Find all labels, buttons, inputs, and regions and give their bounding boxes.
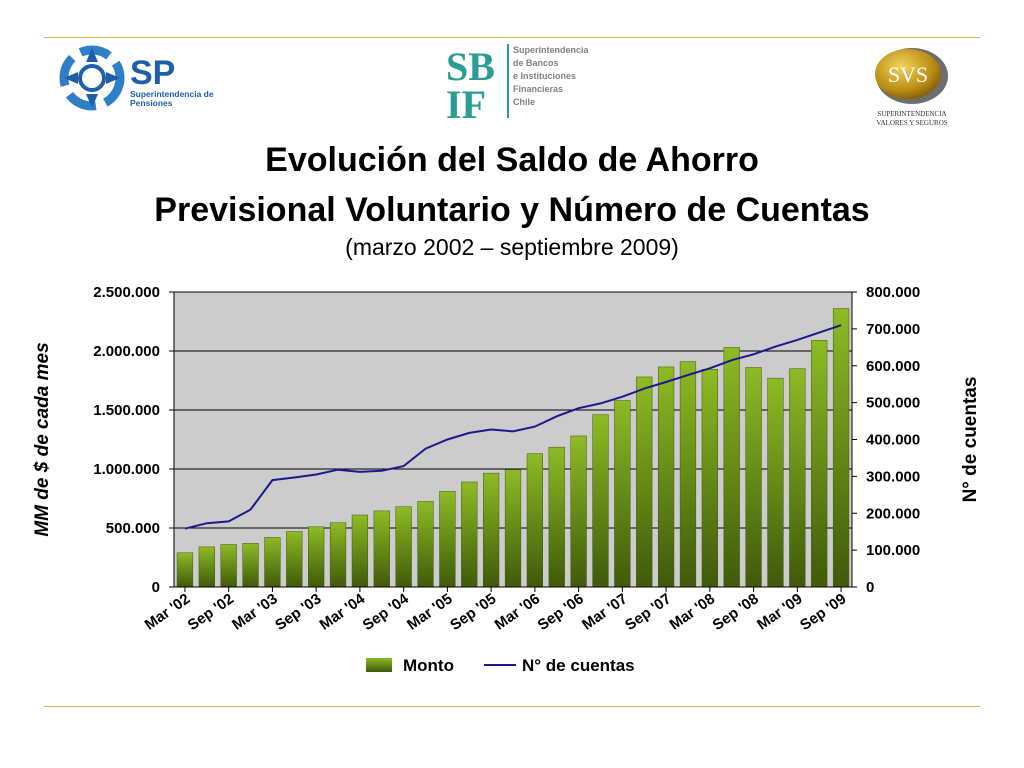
bar xyxy=(264,537,281,588)
x-tick-label: Sep '08 xyxy=(710,590,762,634)
sbif-logo-line: Superintendencia xyxy=(513,45,590,55)
x-tick-label: Mar '02 xyxy=(142,590,194,633)
x-tick-label: Mar '05 xyxy=(404,590,456,633)
bar xyxy=(745,367,762,588)
y-axis-title: MM de $ de cada mes xyxy=(32,342,53,536)
y2-tick-label: 100.000 xyxy=(866,542,920,559)
bar xyxy=(483,472,500,588)
bar xyxy=(679,361,697,588)
y-tick-label: 2.500.000 xyxy=(93,284,160,301)
y-tick-label: 500.000 xyxy=(106,520,160,537)
x-tick-label: Mar '06 xyxy=(492,590,544,633)
bar xyxy=(526,453,543,588)
svs-logo-abbr: SVS xyxy=(888,62,928,87)
bar xyxy=(373,510,390,588)
bar xyxy=(657,366,675,588)
top-divider xyxy=(44,37,980,38)
bar xyxy=(570,435,587,588)
x-tick-label: Mar '03 xyxy=(229,590,281,633)
svs-logo: SVS SUPERINTENDENCIA VALORES Y SEGUROS xyxy=(875,48,948,127)
svs-logo-line2: VALORES Y SEGUROS xyxy=(876,119,947,127)
x-tick-label: Mar '08 xyxy=(667,590,719,633)
bar xyxy=(614,400,631,588)
bar-series xyxy=(176,308,850,588)
bottom-divider xyxy=(44,706,980,707)
legend-label-line: N° de cuentas xyxy=(522,656,635,675)
x-tick-label: Sep '02 xyxy=(185,590,237,634)
svs-emblem-icon xyxy=(875,49,941,99)
y2-tick-label: 300.000 xyxy=(866,468,920,485)
bar xyxy=(811,340,828,588)
x-tick-label: Mar '07 xyxy=(579,590,631,633)
sp-logo-line1: Superintendencia de xyxy=(130,89,214,99)
bar xyxy=(504,469,522,588)
slide-title-line2: Previsional Voluntario y Número de Cuent… xyxy=(154,191,870,229)
bar xyxy=(329,522,347,588)
y2-tick-label: 600.000 xyxy=(866,358,920,375)
svs-logo-line1: SUPERINTENDENCIA xyxy=(877,110,946,118)
bar xyxy=(220,544,237,588)
bar xyxy=(176,552,194,588)
slide-subtitle: (marzo 2002 – septiembre 2009) xyxy=(345,234,679,260)
y2-tick-label: 700.000 xyxy=(866,321,920,338)
x-tick-label: Sep '04 xyxy=(360,590,413,634)
bar xyxy=(439,491,456,588)
legend: Monto N° de cuentas xyxy=(366,656,635,675)
x-tick-label: Sep '06 xyxy=(535,590,587,634)
sp-logo-line2: Pensiones xyxy=(130,98,173,108)
bar xyxy=(242,543,259,588)
y-tick-label: 1.500.000 xyxy=(93,402,160,419)
bar xyxy=(767,377,784,588)
bar xyxy=(592,414,609,588)
bar xyxy=(548,446,565,588)
bar xyxy=(417,501,434,588)
y2-tick-label: 200.000 xyxy=(866,505,920,522)
series-line xyxy=(184,324,842,530)
y-tick-label: 2.000.000 xyxy=(93,343,160,360)
legend-label-bar: Monto xyxy=(403,656,454,675)
sbif-logo-line: de Bancos xyxy=(513,58,559,68)
x-tick-label: Sep '07 xyxy=(622,590,674,634)
sp-logo: SP Superintendencia de Pensiones xyxy=(59,45,214,111)
x-tick-label: Mar '09 xyxy=(754,590,806,633)
bar xyxy=(636,376,653,588)
y2-tick-label: 0 xyxy=(866,579,874,596)
line-series xyxy=(184,324,842,530)
y-axis-ticks: 0 500.000 1.000.000 1.500.000 2.000.000 2.500… xyxy=(93,284,174,596)
x-tick-label: Sep '03 xyxy=(272,590,324,634)
bar xyxy=(461,481,478,588)
bar xyxy=(308,526,325,588)
y-tick-label: 1.000.000 xyxy=(93,461,160,478)
bar xyxy=(198,546,215,588)
x-tick-label: Sep '09 xyxy=(797,590,849,634)
bar xyxy=(789,368,806,588)
x-tick-label: Mar '04 xyxy=(317,590,369,634)
sbif-logo: SB IF Superintendencia de Bancos e Insti… xyxy=(446,44,590,122)
sbif-logo-abbr1: SB xyxy=(446,44,495,89)
bar xyxy=(701,369,718,588)
sbif-logo-abbr2: IF xyxy=(446,82,486,122)
bar xyxy=(832,308,850,588)
bar xyxy=(286,531,303,588)
sbif-logo-line: e Instituciones xyxy=(513,71,576,81)
bar xyxy=(395,506,412,588)
y2-axis-title: N° de cuentas xyxy=(960,377,981,503)
sbif-logo-line: Financieras xyxy=(513,84,563,94)
y2-axis-ticks: 0 100.000 200.000 300.000 400.000 500.000 600.… xyxy=(852,284,920,596)
bar xyxy=(723,347,740,588)
x-tick-label: Sep '05 xyxy=(447,590,499,634)
slide-title-line1: Evolución del Saldo de Ahorro xyxy=(265,141,759,179)
y-tick-label: 0 xyxy=(152,579,160,596)
y2-tick-label: 500.000 xyxy=(866,395,920,412)
sbif-logo-line: Chile xyxy=(513,97,535,107)
bar xyxy=(351,514,369,588)
y2-tick-label: 400.000 xyxy=(866,432,920,449)
y2-tick-label: 800.000 xyxy=(866,284,920,301)
sp-logo-abbr: SP xyxy=(130,54,175,92)
legend-swatch-bar xyxy=(366,658,392,672)
sp-emblem-icon xyxy=(59,45,125,111)
